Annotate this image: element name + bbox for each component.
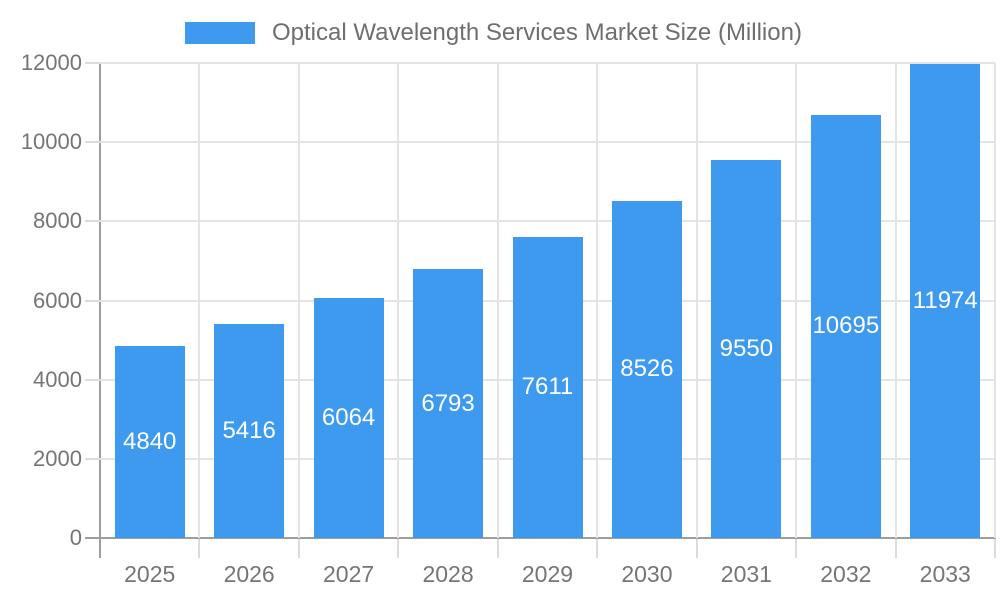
gridline-vertical: [596, 63, 599, 538]
y-axis-tick: [85, 220, 100, 223]
bar[interactable]: [711, 159, 782, 538]
y-axis-line: [99, 63, 101, 558]
gridline-vertical: [994, 63, 996, 538]
gridline-vertical: [496, 63, 499, 538]
x-axis-label: 2030: [621, 561, 673, 587]
bar[interactable]: [611, 200, 682, 538]
bar[interactable]: [512, 236, 583, 538]
bar[interactable]: [413, 269, 484, 538]
y-axis-tick: [85, 457, 100, 460]
x-axis-tick: [496, 539, 499, 558]
legend-swatch-icon: [185, 22, 255, 44]
gridline-vertical: [397, 63, 400, 538]
bar[interactable]: [214, 323, 285, 538]
x-axis-label: 2025: [124, 561, 176, 587]
x-axis-line: [85, 537, 996, 539]
y-axis-label: 8000: [33, 208, 82, 234]
x-axis-tick: [198, 539, 201, 558]
x-axis-tick: [894, 539, 897, 558]
x-axis-tick: [297, 539, 300, 558]
y-axis-label: 10000: [20, 129, 82, 155]
y-axis-tick: [85, 378, 100, 381]
bar[interactable]: [114, 346, 185, 538]
gridline-horizontal: [100, 141, 995, 144]
gridline-vertical: [695, 63, 698, 538]
gridline-horizontal: [100, 62, 995, 64]
y-axis-tick: [85, 141, 100, 144]
y-axis-tick: [85, 62, 100, 64]
gridline-vertical: [795, 63, 798, 538]
gridline-vertical: [894, 63, 897, 538]
x-axis-tick: [994, 539, 996, 558]
x-axis-label: 2031: [720, 561, 772, 587]
y-axis-label: 2000: [33, 445, 82, 471]
bar[interactable]: [810, 114, 881, 538]
legend-label: Optical Wavelength Services Market Size …: [272, 19, 802, 46]
y-axis-tick: [85, 299, 100, 302]
x-axis-label: 2033: [919, 561, 971, 587]
y-axis-label: 0: [69, 525, 82, 550]
y-axis-label: 12000: [20, 50, 82, 75]
y-axis-label: 6000: [33, 287, 82, 313]
plot-area: 4840 5416 6064 6793 7611 8526 9550 10695 11974: [100, 62, 996, 538]
x-axis-label: 2028: [422, 561, 474, 587]
bar[interactable]: [313, 297, 384, 538]
x-axis-tick: [695, 539, 698, 558]
gridline-vertical: [198, 63, 201, 538]
x-axis-label: 2029: [521, 561, 574, 587]
x-axis-tick: [795, 539, 798, 558]
gridline-vertical: [297, 63, 300, 538]
x-axis-tick: [397, 539, 400, 558]
x-axis-label: 2032: [820, 561, 872, 587]
y-axis-label: 4000: [33, 366, 82, 392]
x-axis-label: 2026: [223, 561, 275, 587]
gridline-horizontal: [100, 220, 995, 223]
legend[interactable]: Optical Wavelength Services Market Size …: [185, 19, 802, 47]
bar[interactable]: [910, 64, 981, 538]
x-axis-label: 2027: [323, 561, 375, 587]
x-axis-tick: [596, 539, 599, 558]
